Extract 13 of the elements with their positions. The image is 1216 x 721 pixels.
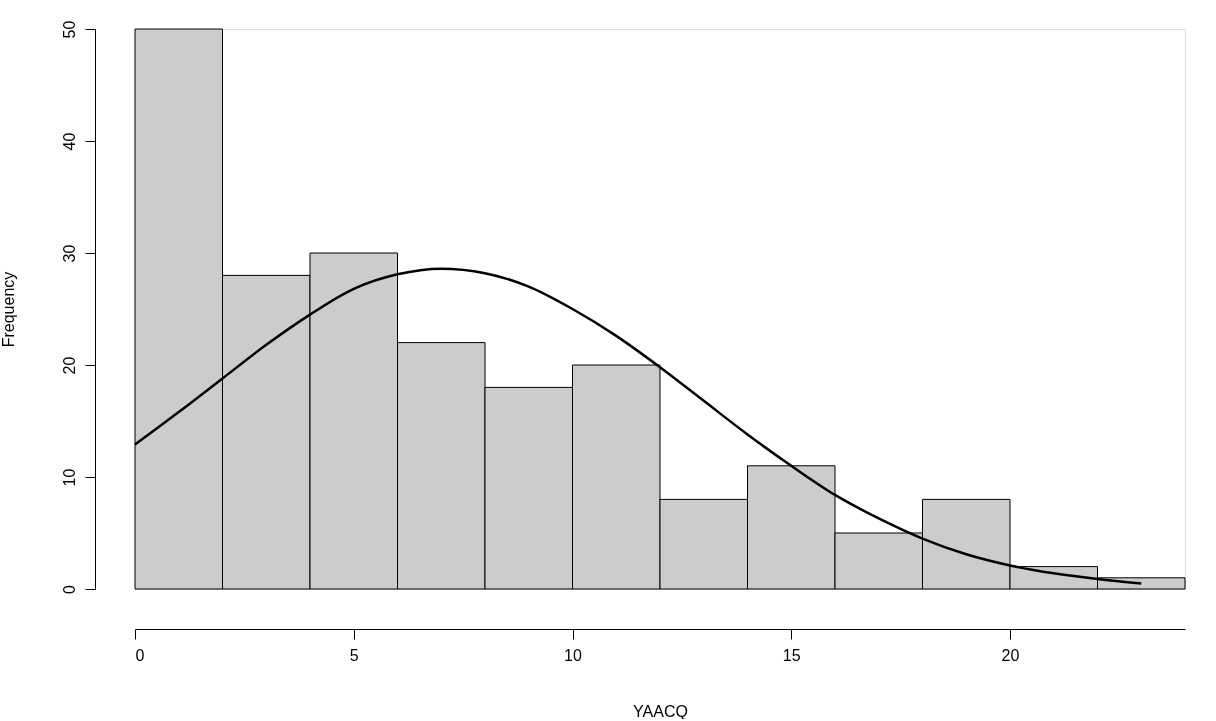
x-tick-label: 15 <box>782 646 801 664</box>
y-tick-label: 30 <box>60 244 78 263</box>
y-tick-label: 10 <box>60 468 78 487</box>
y-tick-label: 0 <box>60 584 78 594</box>
y-tick-label: 40 <box>60 132 78 151</box>
y-axis-title: Frequency <box>0 271 17 348</box>
x-tick-label: 20 <box>1001 646 1020 664</box>
x-tick-label: 0 <box>135 646 145 664</box>
x-tick-label: 5 <box>349 646 359 664</box>
x-axis-title: YAACQ <box>633 702 688 720</box>
x-tick-label: 10 <box>564 646 582 664</box>
y-tick-label: 20 <box>60 356 78 375</box>
y-tick-label: 50 <box>60 20 78 39</box>
